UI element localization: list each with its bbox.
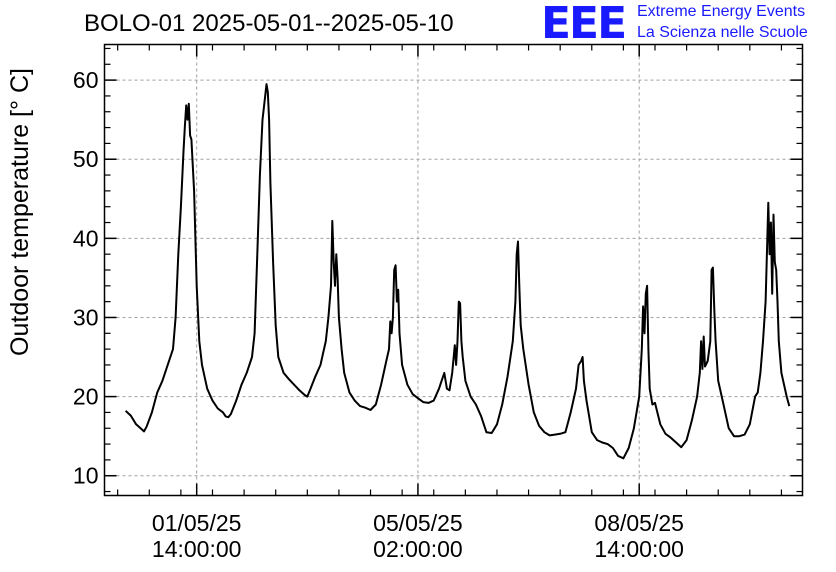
y-axis-label: Outdoor temperature [° C] — [6, 68, 34, 356]
x-tick-label-date: 01/05/25 — [152, 510, 242, 536]
x-tick-label-time: 02:00:00 — [373, 536, 463, 562]
x-tick-label-date: 05/05/25 — [373, 510, 463, 536]
y-tick-label: 50 — [73, 146, 99, 172]
x-tick-label-time: 14:00:00 — [152, 536, 242, 562]
y-tick-label: 60 — [73, 67, 99, 93]
y-tick-labels: 10 20 30 40 50 60 — [73, 67, 99, 489]
x-tick-label-time: 14:00:00 — [594, 536, 684, 562]
chart-title: BOLO-01 2025-05-01--2025-05-10 — [84, 10, 454, 37]
y-tick-label: 10 — [73, 463, 99, 489]
org-name-line2: La Scienza nelle Scuole — [637, 24, 808, 41]
grid-lines — [104, 44, 803, 496]
temperature-line — [124, 83, 791, 460]
org-name-line1: Extreme Energy Events — [637, 3, 806, 20]
y-tick-label: 40 — [73, 225, 99, 251]
y-tick-label: 30 — [73, 304, 99, 330]
x-tick-labels: 01/05/2514:00:0005/05/2502:00:0008/05/25… — [152, 510, 684, 562]
axis-ticks — [104, 44, 803, 496]
x-tick-label-date: 08/05/25 — [594, 510, 684, 536]
eee-logo: EEE — [541, 0, 627, 49]
plot-frame — [103, 43, 804, 497]
y-tick-label: 20 — [73, 384, 99, 410]
